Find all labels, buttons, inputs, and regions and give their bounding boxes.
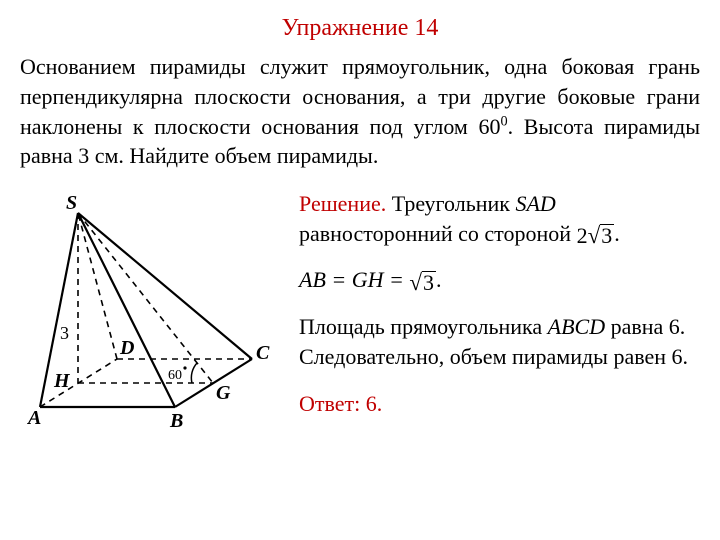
- vertex-a-label: A: [26, 407, 41, 429]
- sol-l1-after: равносторонний со стороной: [299, 221, 577, 246]
- vertex-c-label: C: [256, 342, 270, 364]
- rad-body-1: 3: [600, 224, 614, 247]
- vertex-b-label: B: [169, 410, 183, 432]
- rect-name: ABCD: [548, 314, 605, 339]
- solution-line-2: AB = GH = √3.: [299, 265, 700, 298]
- solution-line-1: Решение. Треугольник SAD равносторонний …: [299, 189, 700, 251]
- height-value: 3: [60, 323, 69, 343]
- problem-text: Основанием пирамиды служит прямоугольник…: [20, 52, 700, 171]
- eq-lhs: AB = GH =: [299, 267, 404, 292]
- coef-2: 2: [577, 223, 588, 248]
- sol-l3-a: Площадь прямоугольника: [299, 314, 548, 339]
- value-2sqrt3: 2√3: [577, 220, 615, 251]
- vertex-s-label: S: [66, 192, 77, 214]
- answer-line: Ответ: 6.: [299, 389, 700, 419]
- vertex-h-label: H: [53, 370, 71, 392]
- exercise-title: Упражнение 14: [20, 12, 700, 44]
- solution-label: Решение.: [299, 191, 386, 216]
- solution-line-3: Площадь прямоугольника ABCD равна 6. Сле…: [299, 312, 700, 371]
- content-row: S A B C D H G 3 60 Решение. Треугольник …: [20, 189, 700, 439]
- vertex-d-label: D: [119, 337, 134, 359]
- pyramid-figure: S A B C D H G 3 60: [20, 189, 275, 439]
- angle-value: 60: [168, 368, 182, 383]
- triangle-name: SAD: [515, 191, 555, 216]
- value-sqrt3: √3: [409, 267, 436, 298]
- rad-body-2: 3: [422, 271, 436, 294]
- sol-l1-before: Треугольник: [386, 191, 515, 216]
- vertex-g-label: G: [216, 382, 231, 404]
- solution-block: Решение. Треугольник SAD равносторонний …: [299, 189, 700, 433]
- angle-superscript: 0: [501, 113, 508, 129]
